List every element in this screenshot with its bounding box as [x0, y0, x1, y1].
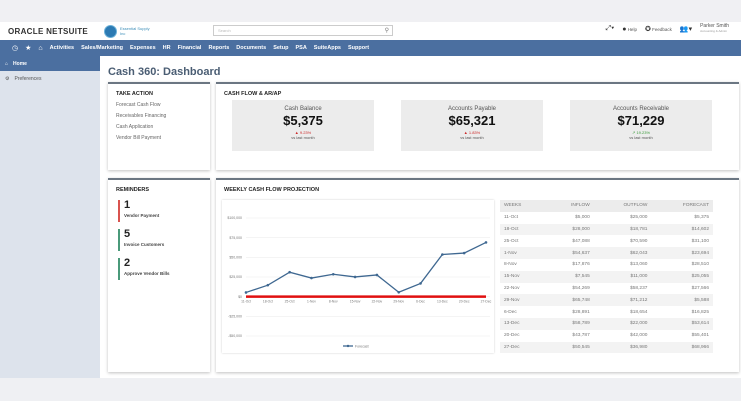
svg-text:27-Dec: 27-Dec	[481, 300, 492, 304]
chart-svg: $100,000 $75,000 $50,000 $25,000 $0 -$25,000 -…	[227, 216, 491, 349]
kpi-accounts-receivable[interactable]: Accounts Receivable $71,229 ↗ 19.23% vs …	[570, 100, 712, 151]
table-header-row: WEEKS INFLOW OUTFLOW FORECAST	[500, 200, 713, 212]
cash-application-link[interactable]: Cash Application	[116, 124, 154, 130]
feedback-link[interactable]: ✪ Feedback	[644, 26, 672, 33]
company-badge-icon	[104, 24, 117, 38]
svg-text:-$50,000: -$50,000	[228, 334, 242, 338]
card-title: TAKE ACTION	[116, 91, 153, 97]
nav-setup[interactable]: Setup	[273, 45, 289, 51]
user-menu[interactable]: Parker Smith Accounting & Admin	[700, 23, 729, 34]
take-action-card: TAKE ACTION Forecast Cash Flow Receivabl…	[108, 82, 210, 170]
svg-text:15-Nov: 15-Nov	[350, 300, 361, 304]
home-icon[interactable]: ⌂	[38, 44, 43, 52]
weekly-projection-card: WEEKLY CASH FLOW PROJECTION $100,000 $75,…	[216, 178, 739, 372]
home-icon: ⌂	[5, 60, 9, 67]
recent-records-icon[interactable]: ⤢▾	[605, 25, 615, 32]
nav-suiteapps[interactable]: SuiteApps	[313, 45, 341, 51]
receivables-financing-link[interactable]: Receivables Financing	[116, 113, 167, 119]
card-title: CASH FLOW & AR/AP	[224, 91, 282, 97]
kpi-accounts-payable[interactable]: Accounts Payable $65,321 ▲ 1.83% vs last…	[401, 100, 543, 151]
svg-text:11-Oct: 11-Oct	[241, 300, 251, 304]
table-row: 25-Oct $47,088 $70,590 $31,100	[504, 238, 709, 244]
forecast-series-line	[245, 241, 487, 294]
svg-text:13-Dec: 13-Dec	[437, 300, 448, 304]
recent-icon[interactable]: ◷	[12, 45, 19, 52]
chart-legend: Forecast	[343, 345, 369, 349]
company-logo: Essential Supply Inc	[104, 24, 150, 38]
table-row: 29-Nov $65,748 $71,212 $5,588	[500, 294, 713, 307]
table-row: 13-Dec $58,789 $22,000 $53,614	[500, 317, 713, 330]
sidebar-item-home[interactable]: ⌂ Home	[0, 56, 100, 71]
reminder-approve-vendor-bills[interactable]: 2 Approve Vendor Bills	[118, 258, 210, 280]
nav-support[interactable]: Support	[348, 45, 370, 51]
svg-text:-$25,000: -$25,000	[228, 315, 242, 319]
reminder-invoice-customers[interactable]: 5 Invoice Customers	[118, 229, 210, 251]
svg-text:22-Nov: 22-Nov	[372, 300, 383, 304]
reminder-vendor-payment[interactable]: 1 Vendor Payment	[118, 200, 210, 222]
table-row: 15-Nov $7,545 $11,000 $25,055	[500, 270, 713, 283]
main-nav: ◷ ★ ⌂ Activities Sales/Marketing Expense…	[0, 40, 741, 56]
table-row: 1-Nov $54,637 $62,043 $23,694	[500, 247, 713, 259]
favorites-star-icon[interactable]: ★	[25, 45, 32, 52]
top-spacer	[0, 0, 741, 22]
nav-financial[interactable]: Financial	[177, 45, 202, 51]
svg-text:29-Nov: 29-Nov	[393, 300, 404, 304]
company-name: Essential Supply Inc	[120, 26, 150, 36]
forecast-line-chart: $100,000 $75,000 $50,000 $25,000 $0 -$25,000 -…	[222, 200, 494, 353]
header: ORACLE NETSUITE Essential Supply Inc Sea…	[0, 22, 741, 40]
svg-text:8-Nov: 8-Nov	[329, 300, 338, 304]
nav-documents[interactable]: Documents	[236, 45, 267, 51]
data-points	[244, 241, 488, 294]
svg-text:18-Oct: 18-Oct	[263, 300, 273, 304]
search-input[interactable]: Search ⚲	[213, 25, 393, 36]
user-roles-icon[interactable]: 👥▾	[679, 26, 693, 33]
svg-text:25-Oct: 25-Oct	[285, 300, 295, 304]
card-title: REMINDERS	[116, 187, 150, 193]
svg-text:Forecast: Forecast	[355, 345, 369, 349]
nav-expenses[interactable]: Expenses	[129, 45, 156, 51]
svg-text:$25,000: $25,000	[229, 275, 242, 279]
card-title: WEEKLY CASH FLOW PROJECTION	[224, 187, 320, 193]
svg-text:$0: $0	[238, 295, 242, 299]
kpi-cash-balance[interactable]: Cash Balance $5,375 ▲ 9.23% vs last mont…	[232, 100, 374, 151]
svg-text:6-Dec: 6-Dec	[416, 300, 425, 304]
table-row: 8-Nov $17,876 $13,060 $28,510	[504, 262, 709, 268]
main-content: Cash 360: Dashboard TAKE ACTION Forecast…	[100, 56, 741, 378]
preferences-icon: ⚙	[5, 75, 10, 82]
search-icon[interactable]: ⚲	[384, 28, 389, 34]
nav-hr[interactable]: HR	[162, 45, 171, 51]
svg-text:$100,000: $100,000	[227, 216, 242, 220]
reminders-card: REMINDERS 1 Vendor Payment 5 Invoice Cus…	[108, 178, 210, 372]
x-axis: 11-Oct 18-Oct 25-Oct 1-Nov 8-Nov 15-Nov 22-Nov…	[241, 300, 491, 304]
svg-text:1-Nov: 1-Nov	[307, 300, 316, 304]
table-row: 18-Oct $28,000 $18,781 $14,602	[500, 223, 713, 236]
table-row: 6-Dec $28,891 $18,654 $16,825	[504, 309, 709, 315]
netsuite-logo[interactable]: ORACLE NETSUITE	[8, 26, 89, 36]
table-row: 22-Nov $54,269 $58,237 $27,566	[504, 285, 709, 291]
svg-text:$50,000: $50,000	[229, 256, 242, 260]
cash-flow-card: CASH FLOW & AR/AP Cash Balance $5,375 ▲ …	[216, 82, 739, 170]
svg-text:$75,000: $75,000	[229, 236, 242, 240]
sidebar-item-preferences[interactable]: ⚙ Preferences	[5, 75, 42, 82]
feedback-icon: ✪	[644, 26, 651, 33]
nav-reports[interactable]: Reports	[208, 45, 230, 51]
table-row: 27-Dec $50,545 $36,980 $68,966	[500, 341, 713, 354]
nav-sales-marketing[interactable]: Sales/Marketing	[81, 45, 123, 51]
page-title: Cash 360: Dashboard	[108, 66, 221, 78]
nav-activities[interactable]: Activities	[49, 45, 75, 51]
vendor-bill-payment-link[interactable]: Vendor Bill Payment	[116, 135, 162, 141]
projection-table: WEEKS INFLOW OUTFLOW FORECAST 11-Oct $5,0…	[500, 200, 713, 354]
forecast-cash-flow-link[interactable]: Forecast Cash Flow	[116, 102, 161, 108]
help-link[interactable]: ● Help	[622, 25, 637, 33]
table-row: 11-Oct $5,000 $25,000 $5,375	[504, 215, 709, 221]
sidebar: ⌂ Home ⚙ Preferences	[0, 56, 100, 378]
table-row: 20-Dec $43,787 $42,000 $55,401	[504, 333, 709, 339]
nav-psa[interactable]: PSA	[295, 45, 307, 51]
svg-text:20-Dec: 20-Dec	[459, 300, 470, 304]
help-icon: ●	[622, 25, 627, 33]
